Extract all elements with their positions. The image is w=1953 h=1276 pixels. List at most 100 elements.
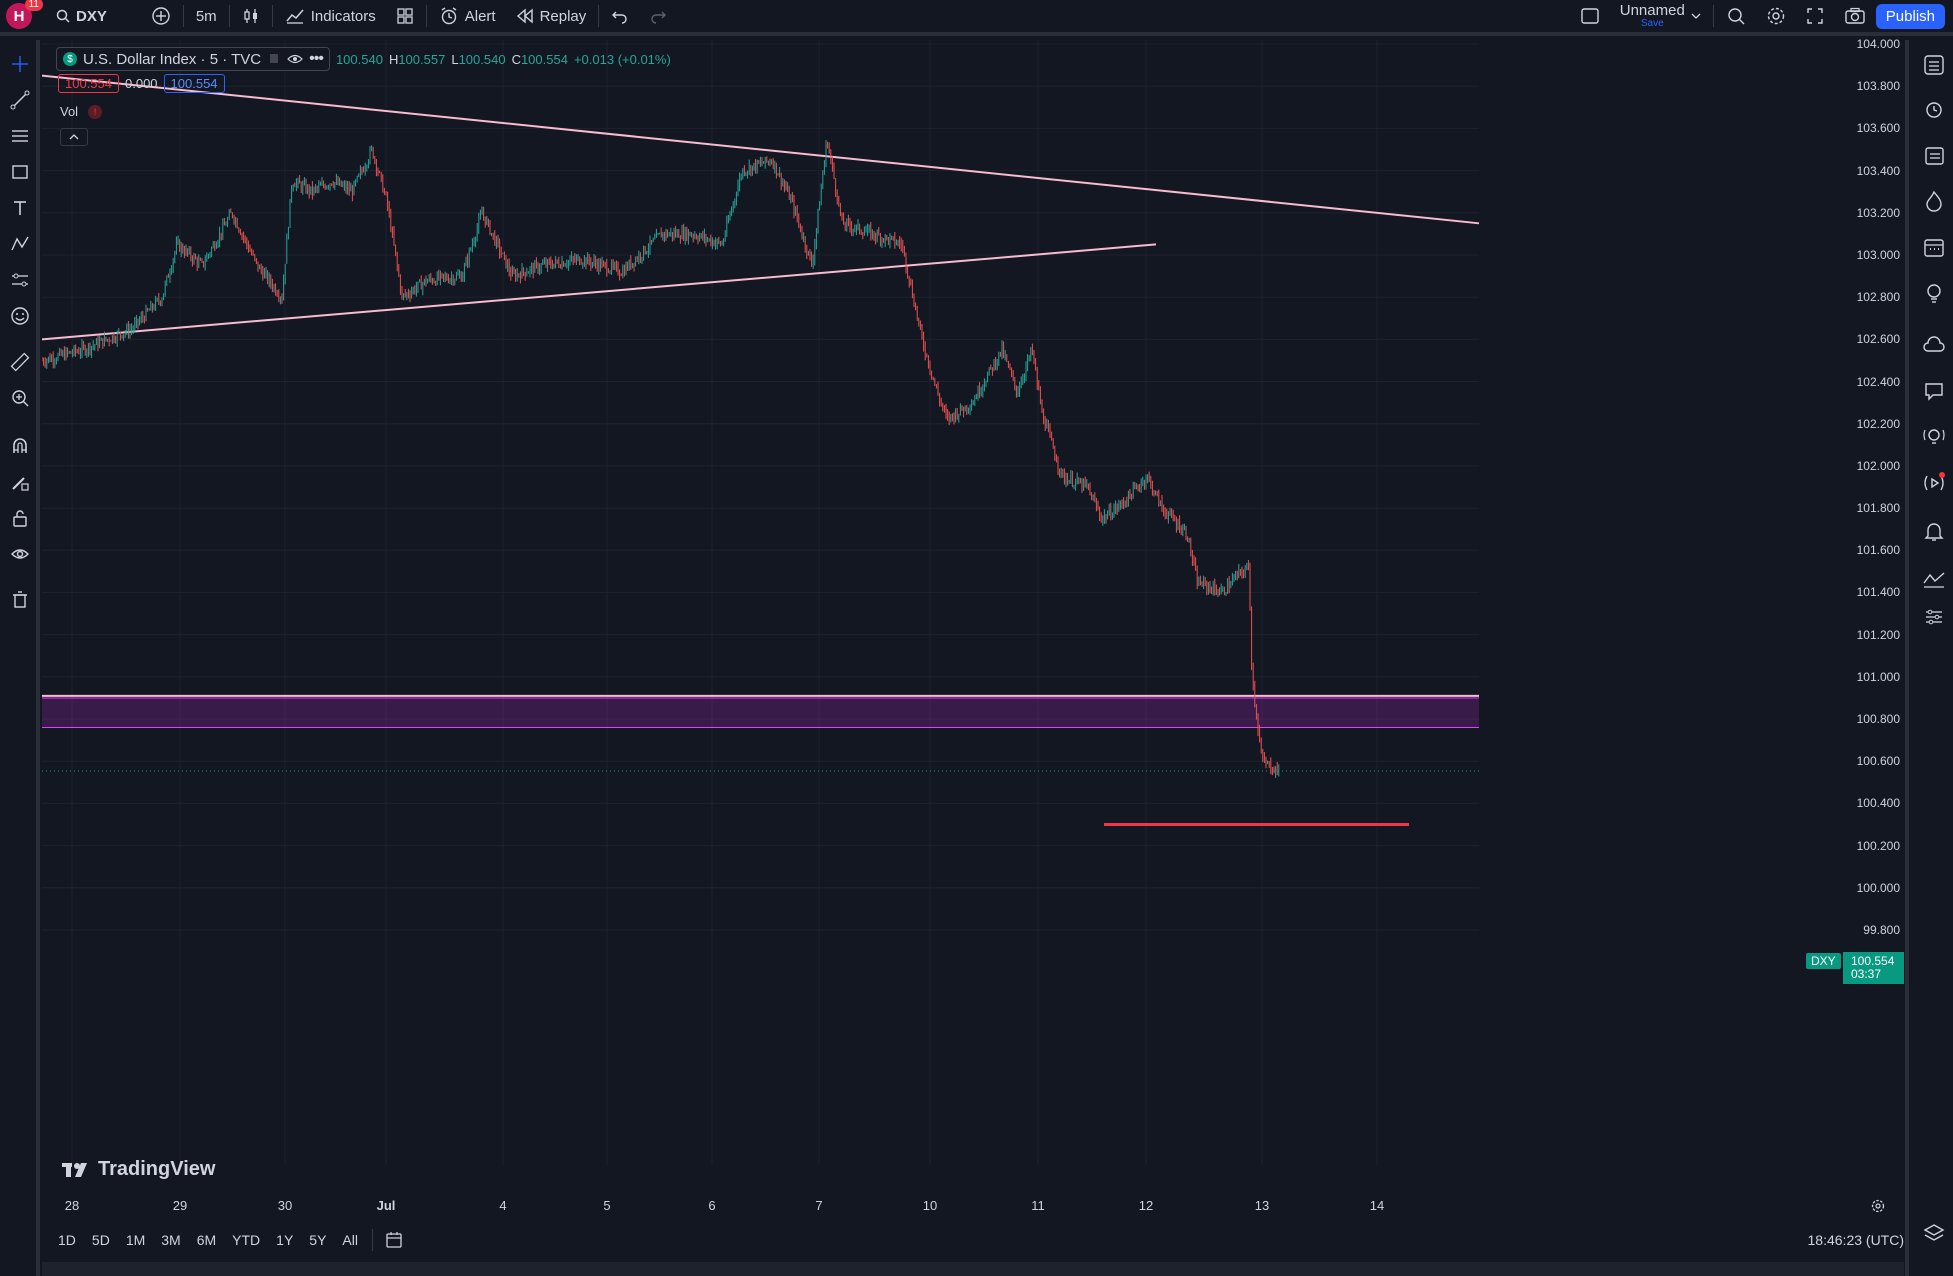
volume-legend[interactable]: Vol ! [60, 104, 103, 119]
drawing-toolbar [0, 40, 40, 1276]
avatar-letter: H [13, 7, 25, 25]
calendar-button[interactable] [1921, 234, 1947, 260]
alerts-button[interactable] [1921, 96, 1947, 122]
range-button-1m[interactable]: 1M [125, 1232, 146, 1248]
hotlists-button[interactable] [1921, 188, 1947, 214]
price-tick-label: 102.200 [1856, 416, 1900, 431]
volume-label: Vol [60, 104, 79, 119]
replay-button[interactable]: Replay [506, 0, 597, 32]
data-window-button[interactable] [1921, 566, 1947, 592]
layers-button[interactable] [1921, 1220, 1947, 1246]
indicators-label: Indicators [310, 7, 376, 25]
change-value: +0.013 (+0.01%) [573, 51, 671, 67]
range-button-6m[interactable]: 6M [196, 1232, 217, 1248]
range-button-all[interactable]: All [342, 1232, 358, 1248]
price-chart[interactable] [42, 40, 1904, 1218]
settings-button[interactable] [1756, 0, 1796, 32]
price-tick-label: 103.800 [1856, 79, 1900, 94]
magnet-tool[interactable] [8, 434, 32, 458]
chart-type-button[interactable] [232, 0, 270, 32]
streams-button[interactable] [1921, 332, 1947, 358]
snapshot-button[interactable] [1834, 0, 1876, 32]
trash-icon [13, 591, 27, 608]
pattern-icon [11, 236, 29, 251]
patterns-tool[interactable] [8, 232, 32, 256]
ideas-button[interactable] [1921, 280, 1947, 306]
trendline-tool[interactable] [8, 88, 32, 112]
layout-name-button[interactable]: Unnamed Save [1610, 0, 1711, 32]
time-tick-label: 10 [922, 1198, 938, 1213]
text-tool[interactable] [8, 196, 32, 220]
zoom-tool[interactable] [8, 386, 32, 410]
bottom-panel-strip [42, 1262, 1904, 1276]
close-key: C [511, 51, 521, 67]
range-button-1y[interactable]: 1Y [276, 1232, 294, 1248]
candles-icon [244, 9, 257, 23]
templates-button[interactable] [386, 0, 424, 32]
user-avatar[interactable]: H 11 [6, 0, 43, 29]
collapse-legend-button[interactable] [60, 128, 88, 146]
range-button-3m[interactable]: 3M [161, 1232, 181, 1248]
layout-checkbox[interactable] [1570, 0, 1610, 32]
publish-button[interactable]: Publish [1875, 3, 1945, 29]
chat-icon [1925, 383, 1943, 401]
square-icon [1581, 8, 1599, 24]
watermark-text: TradingView [98, 1158, 216, 1180]
sell-price[interactable]: 100.554 [58, 74, 119, 93]
crosshair-tool[interactable] [8, 52, 32, 76]
screener-button[interactable] [1921, 604, 1947, 630]
time-tick-label: 30 [277, 1198, 293, 1213]
redo-button[interactable] [639, 0, 677, 32]
lock-drawings-tool[interactable] [8, 506, 32, 530]
compare-button[interactable] [141, 0, 181, 32]
range-button-5y[interactable]: 5Y [309, 1232, 327, 1248]
interval-button[interactable]: 5m [186, 0, 227, 32]
symbol-search[interactable]: DXY [46, 0, 117, 32]
last-price-value: 100.554 [1851, 954, 1895, 968]
price-tick-label: 100.600 [1856, 754, 1900, 769]
emoji-tool[interactable] [8, 304, 32, 328]
series-title-box[interactable]: $ U.S. Dollar Index · 5 · TVC ••• [56, 47, 330, 71]
fullscreen-button[interactable] [1796, 0, 1834, 32]
pine-button[interactable] [1921, 424, 1947, 450]
alert-button[interactable]: Alert [429, 0, 506, 32]
utc-clock[interactable]: 18:46:23 (UTC) [1807, 1232, 1904, 1248]
watchlist-button[interactable] [1921, 52, 1947, 78]
widget-bar [1905, 40, 1953, 1276]
chats-button[interactable] [1921, 378, 1947, 404]
chart-pane[interactable] [42, 40, 1904, 1218]
top-toolbar: H 11 DXY 5m Indicators Alert Replay [0, 0, 1953, 36]
last-price-label: 100.554 03:37 [1843, 952, 1904, 984]
shapes-tool[interactable] [8, 160, 32, 184]
range-button-1d[interactable]: 1D [58, 1232, 76, 1248]
indicators-button[interactable]: Indicators [275, 0, 386, 32]
rewind-icon [516, 8, 533, 24]
forecast-tool[interactable] [8, 268, 32, 292]
time-tick-label: 11 [1031, 1198, 1045, 1213]
go-to-date-button[interactable] [375, 1224, 413, 1256]
buy-price[interactable]: 100.554 [163, 74, 225, 93]
time-tick-label: 7 [815, 1198, 823, 1213]
flag-icon[interactable] [267, 52, 281, 66]
horizontal-lines-tool[interactable] [8, 124, 32, 148]
divider [271, 5, 273, 27]
divider [1712, 5, 1714, 27]
hide-drawings-tool[interactable] [8, 542, 32, 566]
price-tick-label: 101.000 [1856, 669, 1900, 684]
unlock-icon [13, 510, 27, 527]
measure-tool[interactable] [8, 350, 32, 374]
warning-icon[interactable]: ! [88, 104, 103, 119]
object-tree-button[interactable] [1921, 142, 1947, 168]
eye-icon[interactable] [287, 53, 303, 65]
stay-in-drawing-mode-tool[interactable] [8, 470, 32, 494]
fullscreen-icon [1807, 8, 1823, 24]
quick-search-button[interactable] [1716, 0, 1756, 32]
more-icon[interactable]: ••• [309, 50, 324, 67]
time-axis-settings-icon[interactable] [1870, 1198, 1886, 1214]
undo-button[interactable] [601, 0, 639, 32]
range-button-ytd[interactable]: YTD [232, 1232, 261, 1248]
remove-drawings-tool[interactable] [8, 588, 32, 612]
range-button-5d[interactable]: 5D [91, 1232, 110, 1248]
notifications-button[interactable] [1921, 518, 1947, 544]
live-button[interactable] [1921, 470, 1947, 496]
